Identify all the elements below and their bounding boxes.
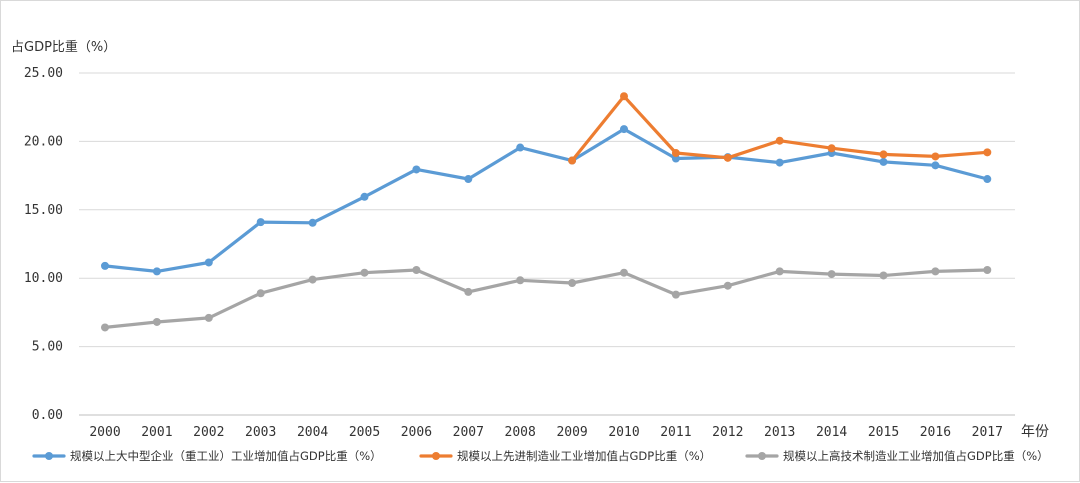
x-tick-label: 2002 [193, 425, 224, 440]
data-point [931, 267, 940, 276]
data-point [879, 271, 888, 280]
series-line [103, 268, 989, 329]
x-tick-label: 2017 [972, 425, 1003, 440]
data-point [983, 175, 992, 184]
x-axis-ticks: 2000 2001 2002 2003 2004 2005 2006 2007 2008 2009… [89, 425, 1003, 440]
data-point [360, 192, 369, 201]
data-point [412, 165, 421, 174]
data-point [101, 261, 109, 270]
x-tick-label: 2016 [920, 425, 951, 440]
x-tick-label: 2004 [297, 425, 328, 440]
legend-swatch-marker [45, 452, 53, 460]
legend-label: 规模以上先进制造业工业增加值占GDP比重（%） [457, 449, 711, 463]
data-point [775, 267, 784, 276]
data-point [827, 144, 836, 153]
data-point [568, 278, 577, 287]
y-tick-label: 25.00 [24, 66, 63, 81]
x-tick-label: 2007 [453, 425, 484, 440]
x-tick-label: 2013 [764, 425, 795, 440]
data-point [723, 281, 732, 290]
data-point [620, 125, 628, 134]
series-line [103, 127, 989, 273]
data-point [464, 287, 473, 296]
y-tick-label: 10.00 [24, 271, 63, 286]
legend: 规模以上大中型企业（重工业）工业增加值占GDP比重（%） 规模以上先进制造业工业增… [32, 449, 1049, 463]
series-layer [101, 92, 992, 332]
data-point [931, 161, 940, 170]
data-point [516, 143, 525, 152]
data-point [516, 276, 525, 285]
data-point [620, 268, 628, 277]
x-tick-label: 2003 [245, 425, 276, 440]
x-tick-label: 2015 [868, 425, 899, 440]
x-tick-label: 2011 [660, 425, 691, 440]
x-tick-label: 2006 [401, 425, 432, 440]
data-point [360, 268, 369, 277]
data-point [464, 175, 473, 184]
legend-item: 规模以上先进制造业工业增加值占GDP比重（%） [419, 449, 711, 463]
data-point [308, 218, 317, 227]
legend-item: 规模以上高技术制造业工业增加值占GDP比重（%） [745, 449, 1049, 463]
x-tick-label: 2014 [816, 425, 847, 440]
legend-swatch-marker [758, 452, 766, 460]
x-tick-label: 2012 [712, 425, 743, 440]
data-point [879, 150, 888, 159]
x-tick-label: 2009 [556, 425, 587, 440]
series-1 [101, 125, 992, 276]
data-point [152, 317, 161, 326]
y-axis-label: 占GDP比重（%） [11, 39, 116, 55]
data-point [204, 313, 213, 322]
x-tick-label: 2005 [349, 425, 380, 440]
legend-label: 规模以上高技术制造业工业增加值占GDP比重（%） [783, 449, 1049, 463]
data-point [308, 275, 317, 284]
series-2 [568, 92, 992, 165]
y-tick-label: 0.00 [32, 408, 63, 423]
y-axis-ticks: 0.00 5.00 10.00 15.00 20.00 25.00 [24, 66, 63, 423]
data-point [101, 323, 109, 332]
gridlines [79, 72, 1015, 416]
data-point [256, 218, 265, 227]
x-tick-label: 2010 [608, 425, 639, 440]
y-tick-label: 15.00 [24, 203, 63, 218]
data-point [204, 258, 213, 267]
x-tick-label: 2008 [505, 425, 536, 440]
series-3 [101, 265, 992, 332]
y-tick-label: 5.00 [32, 340, 63, 355]
y-tick-label: 20.00 [24, 134, 63, 149]
legend-item: 规模以上大中型企业（重工业）工业增加值占GDP比重（%） [32, 449, 382, 463]
data-point [671, 290, 680, 299]
data-point [671, 149, 680, 158]
data-point [879, 157, 888, 166]
x-tick-label: 2001 [141, 425, 172, 440]
legend-label: 规模以上大中型企业（重工业）工业增加值占GDP比重（%） [70, 449, 382, 463]
data-point [775, 158, 784, 167]
legend-swatch-marker [432, 452, 440, 460]
data-point [671, 154, 680, 163]
data-point [931, 152, 940, 161]
data-point [412, 265, 421, 274]
data-point [620, 92, 628, 101]
data-point [152, 267, 161, 276]
x-axis-label: 年份 [1021, 424, 1049, 440]
data-point [827, 270, 836, 279]
x-tick-label: 2000 [89, 425, 120, 440]
data-point [983, 148, 992, 157]
data-point [723, 153, 732, 162]
data-point [568, 156, 577, 165]
data-point [775, 136, 784, 145]
data-point [983, 265, 992, 274]
series-line [570, 94, 989, 163]
data-point [256, 289, 265, 298]
